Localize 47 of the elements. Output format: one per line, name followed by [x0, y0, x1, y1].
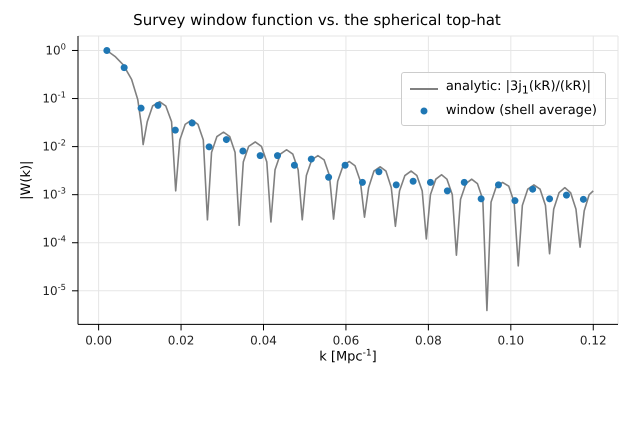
- point: [460, 178, 468, 186]
- x-axis-title: k [Mpc$^{-1}$]: [319, 348, 377, 364]
- x-tick-label: 0.12: [580, 333, 607, 348]
- point: [511, 197, 518, 204]
- y-tick-label: 10$^{-3}$: [42, 186, 66, 202]
- y-tick-label: 10$^{-1}$: [42, 90, 66, 106]
- y-tick-label: 10$^{-4}$: [42, 234, 66, 250]
- point: [308, 156, 315, 163]
- point: [290, 162, 298, 169]
- point: [138, 104, 145, 112]
- point: [222, 136, 230, 144]
- point: [342, 162, 349, 169]
- point: [529, 186, 536, 193]
- x-tick-label: 0.08: [415, 333, 442, 348]
- point: [325, 174, 332, 181]
- x-tick-label: 0.10: [497, 333, 524, 348]
- point: [206, 143, 213, 150]
- y-tick-label: 10$^{0}$: [45, 41, 66, 58]
- legend-label: window (shell average): [446, 102, 597, 120]
- x-tick-label: 0.04: [250, 333, 277, 348]
- point: [256, 152, 264, 160]
- point: [562, 192, 570, 199]
- point: [120, 64, 128, 72]
- point: [274, 152, 282, 160]
- x-tick-label: 0.00: [85, 333, 112, 348]
- point: [172, 126, 179, 134]
- point: [478, 195, 485, 202]
- point: [444, 187, 451, 194]
- point: [494, 181, 502, 188]
- point: [358, 178, 366, 186]
- point: [154, 102, 162, 109]
- point: [546, 195, 554, 202]
- point: [103, 46, 110, 54]
- point: [392, 181, 400, 188]
- y-tick-label: 10$^{-5}$: [42, 282, 66, 298]
- y-tick-label: 10$^{-2}$: [42, 138, 66, 154]
- point: [580, 196, 587, 203]
- chart-title: Survey window function vs. the spherical top-hat: [132, 10, 502, 31]
- x-tick-label: 0.02: [168, 333, 194, 348]
- point: [375, 168, 382, 176]
- y-axis-title: |W(k)|: [19, 160, 34, 200]
- point: [239, 148, 246, 155]
- point: [410, 178, 417, 185]
- point: [426, 178, 434, 186]
- x-tick-label: 0.06: [332, 333, 360, 348]
- point: [188, 119, 196, 126]
- legend-label: analytic: |3j$_{1}$(kR)/(kR)|: [446, 78, 591, 99]
